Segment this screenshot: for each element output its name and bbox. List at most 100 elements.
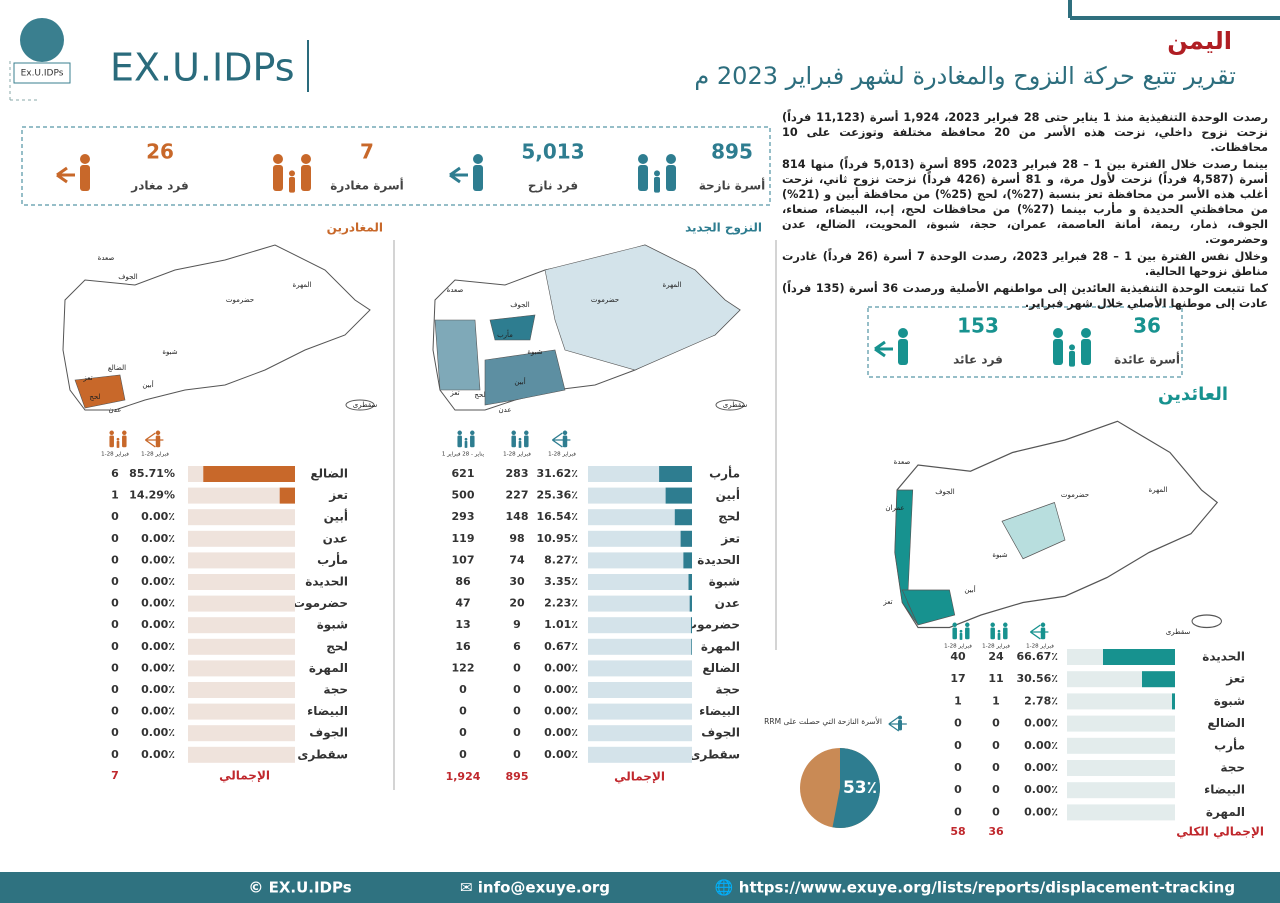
map-region: [1001, 502, 1066, 560]
icon: [457, 435, 462, 448]
row-name: أبين: [324, 509, 348, 524]
column-label: 1-28 فبراير: [1026, 644, 1054, 650]
map-region: [544, 244, 741, 371]
total-label: الإجمالي: [219, 769, 270, 783]
icon: [997, 629, 1001, 633]
pct-label: 30.56٪: [1016, 672, 1058, 685]
map-label: شبوة: [527, 348, 542, 356]
pct-label: 0.00٪: [141, 640, 175, 653]
icon: [524, 435, 529, 448]
pct-label: 85.71%: [129, 467, 175, 480]
map-label: صعدة: [98, 254, 115, 262]
bar: [689, 595, 692, 612]
icon: [898, 339, 908, 365]
icon: [552, 432, 571, 448]
row-name: تعز: [720, 531, 740, 545]
row-name: الجوف: [701, 726, 740, 741]
row-name: سقطرى: [689, 747, 740, 761]
row-name: الحديدة: [1202, 650, 1245, 664]
row-name: البيضاء: [307, 704, 348, 718]
count: 0: [111, 618, 119, 631]
row-name: الجوف: [309, 726, 348, 741]
column-label: 1-28 فبراير: [503, 452, 531, 458]
footer-text: © EX.U.IDPs: [248, 879, 351, 897]
stat-value: 153: [957, 314, 999, 338]
bar: [674, 509, 692, 526]
map-region: [484, 349, 566, 406]
row-name: المهرة: [309, 661, 348, 675]
icon: [1040, 627, 1046, 640]
count: 0: [111, 532, 119, 545]
pct-label: 0.00٪: [141, 597, 175, 610]
row-name: تعز: [328, 488, 348, 502]
count: 0: [954, 805, 962, 818]
icon: [457, 430, 462, 436]
count: 0: [954, 717, 962, 730]
pct-label: 8.27٪: [544, 553, 578, 566]
bar-track: [1067, 804, 1175, 821]
count: 0: [111, 510, 119, 523]
map: [432, 244, 745, 411]
icon: [1003, 622, 1008, 628]
count: 107: [452, 553, 475, 566]
map-region: [489, 314, 536, 341]
map-island: [1191, 614, 1222, 629]
row-name: البيضاء: [699, 704, 740, 718]
icon: [990, 622, 995, 628]
stat-label: فرد عائد: [953, 353, 1003, 367]
bar-track: [1067, 715, 1175, 732]
map-label: الجوف: [118, 273, 138, 281]
bar: [691, 638, 692, 655]
icon: [898, 328, 908, 338]
count: 0: [992, 761, 1000, 774]
row-name: شبوة: [317, 618, 348, 633]
pct-label: 0.00٪: [141, 661, 175, 674]
icon: [518, 437, 522, 441]
footer-bar: [0, 872, 1280, 903]
count: 227: [506, 489, 529, 502]
bar-track: [588, 725, 692, 742]
column-label: 1-28 فبراير: [548, 452, 576, 458]
map-label: سقطرى: [723, 401, 748, 409]
count: 0: [111, 726, 119, 739]
pct-label: 0.00٪: [141, 726, 175, 739]
count: 40: [950, 650, 966, 663]
pct-label: 2.23٪: [544, 597, 578, 610]
map-outline: [62, 244, 371, 411]
count: 0: [513, 748, 521, 761]
map-region: [901, 589, 956, 626]
map-label: تعز: [82, 374, 92, 382]
icon: [273, 154, 283, 164]
pct-label: 0.00٪: [544, 748, 578, 761]
row-name: الضالع: [702, 661, 740, 675]
icon: [1053, 328, 1063, 338]
bar-track: [588, 682, 692, 698]
count: 119: [452, 532, 475, 545]
count: 0: [111, 661, 119, 674]
pct-label: 10.95٪: [536, 532, 578, 545]
map-label: أبين: [142, 380, 153, 389]
icon: [965, 627, 970, 640]
count: 0: [513, 683, 521, 696]
map-label: المهرة: [663, 281, 682, 289]
bar-track: [588, 746, 692, 763]
map-label: حضرموت: [591, 296, 619, 304]
map-label: مأرب: [497, 329, 513, 339]
count: 24: [988, 650, 1004, 663]
pct-label: 0.00٪: [544, 683, 578, 696]
bar-track: [188, 530, 295, 547]
count: 283: [506, 467, 529, 480]
bar: [683, 552, 692, 569]
bar-track: [188, 725, 295, 742]
pct-label: 31.62٪: [536, 467, 578, 480]
count: 0: [111, 597, 119, 610]
count: 74: [509, 553, 525, 566]
intro-paragraph: رصدت الوحدة التنفيذية منذ 1 يناير حتى 28…: [782, 111, 1268, 154]
map-label: الجوف: [935, 488, 955, 496]
total: 58: [950, 825, 965, 838]
pct-label: 0.00٪: [141, 532, 175, 545]
count: 1: [954, 694, 962, 707]
count: 0: [992, 805, 1000, 818]
pct-label: 14.29%: [129, 489, 175, 502]
